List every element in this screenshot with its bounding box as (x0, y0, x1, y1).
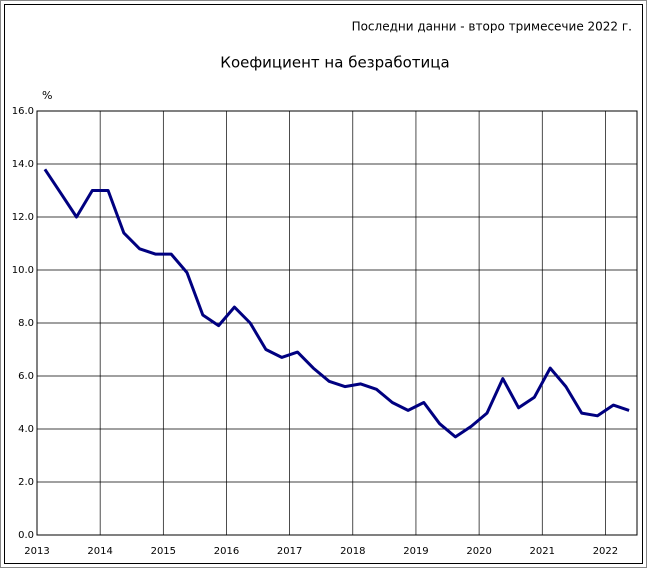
x-tick-label: 2015 (151, 546, 176, 557)
y-tick-label: 2.0 (18, 477, 34, 488)
data-line (43, 168, 630, 439)
x-tick-label: 2017 (277, 546, 302, 557)
x-tick-label: 2013 (24, 546, 49, 557)
x-tick-label: 2020 (466, 546, 491, 557)
y-tick-label: 14.0 (12, 159, 34, 170)
chart-title: Коефициент на безработица (220, 54, 449, 72)
y-tick-label: 6.0 (18, 371, 34, 382)
x-tick-label: 2021 (530, 546, 555, 557)
y-tick-label: 12.0 (12, 212, 34, 223)
y-tick-label: 16.0 (12, 106, 34, 117)
y-tick-label: 4.0 (18, 424, 34, 435)
x-tick-label: 2022 (593, 546, 618, 557)
y-tick-label: 10.0 (12, 265, 34, 276)
y-tick-label: 8.0 (18, 318, 34, 329)
x-tick-label: 2018 (340, 546, 365, 557)
y-tick-label: 0.0 (18, 530, 34, 541)
note: Последни данни - второ тримесечие 2022 г… (352, 20, 632, 34)
x-tick-label: 2016 (214, 546, 239, 557)
x-tick-label: 2019 (403, 546, 428, 557)
x-tick-label: 2014 (87, 546, 112, 557)
y-axis-label: % (42, 89, 52, 102)
inner-frame (4, 4, 643, 564)
